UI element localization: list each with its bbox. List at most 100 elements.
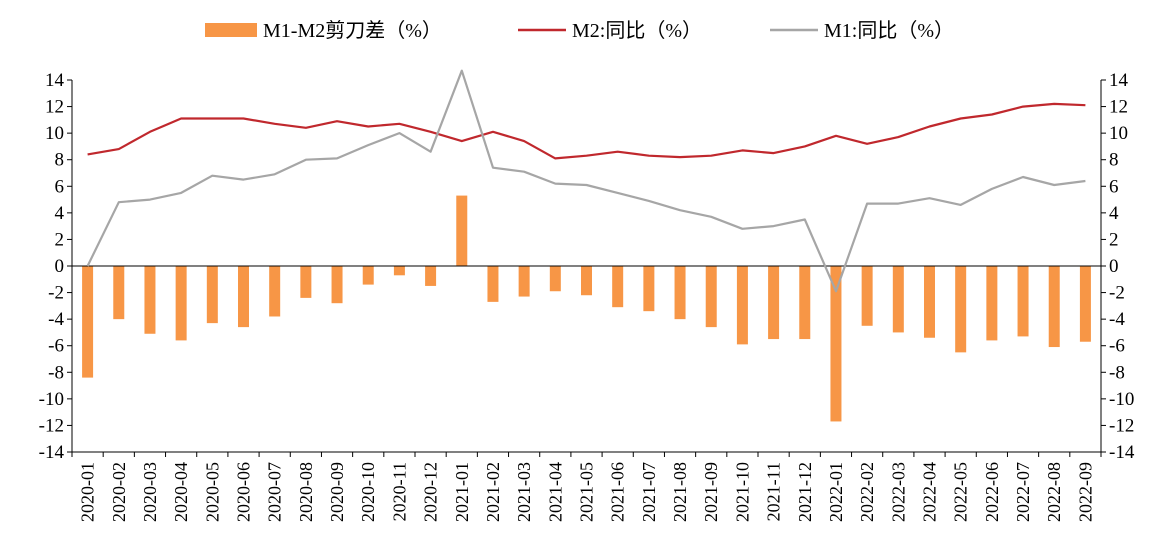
bar-2021-01 xyxy=(456,195,468,266)
y-tick-left-label: 8 xyxy=(55,150,65,171)
y-tick-right-label: 14 xyxy=(1109,70,1129,91)
x-tick-label: 2022-05 xyxy=(951,462,971,522)
x-tick-label: 2022-07 xyxy=(1013,462,1033,522)
bar-2021-09 xyxy=(705,266,717,328)
x-tick-label: 2020-06 xyxy=(234,462,254,522)
legend-label: M2:同比（%） xyxy=(572,19,702,42)
x-tick-label: 2021-08 xyxy=(670,462,690,522)
y-tick-right-label: 0 xyxy=(1109,256,1119,277)
y-tick-left-label: 14 xyxy=(45,70,65,91)
bar-2022-03 xyxy=(892,266,904,333)
legend-item-m1-m2: M1-M2剪刀差（%） xyxy=(205,19,442,42)
bar-2022-07 xyxy=(1017,266,1029,337)
bar-2020-02 xyxy=(113,266,125,320)
x-tick-label: 2021-05 xyxy=(577,462,597,522)
x-tick-label: 2021-10 xyxy=(732,462,752,522)
x-tick-label: 2022-08 xyxy=(1044,462,1064,522)
bar-2020-03 xyxy=(144,266,156,334)
legend-swatch-bar xyxy=(205,23,257,37)
x-tick-label: 2020-02 xyxy=(109,462,129,522)
y-tick-right-label: 8 xyxy=(1109,150,1119,171)
y-tick-right-label: -14 xyxy=(1109,442,1135,463)
x-tick-label: 2020-12 xyxy=(421,462,441,522)
x-tick-label: 2021-06 xyxy=(608,462,628,522)
y-tick-left-label: -4 xyxy=(48,309,64,330)
x-tick-label: 2020-03 xyxy=(140,462,160,522)
bar-2022-02 xyxy=(861,266,873,326)
bar-2021-08 xyxy=(674,266,686,320)
bar-2021-05 xyxy=(581,266,592,296)
bar-2022-01 xyxy=(830,266,842,422)
y-tick-left-label: -2 xyxy=(48,283,64,304)
x-tick-label: 2020-10 xyxy=(358,462,378,522)
bar-2021-11 xyxy=(768,266,780,340)
bar-2021-12 xyxy=(799,266,811,340)
bar-2022-05 xyxy=(955,266,967,353)
y-tick-right-label: -12 xyxy=(1109,415,1134,436)
x-tick-label: 2020-08 xyxy=(296,462,316,522)
x-tick-label: 2020-11 xyxy=(389,462,409,521)
y-tick-left-label: -10 xyxy=(39,389,64,410)
y-tick-left-label: 0 xyxy=(55,256,65,277)
x-tick-label: 2021-11 xyxy=(764,462,784,521)
bar-2021-07 xyxy=(643,266,655,312)
x-tick-label: 2022-02 xyxy=(857,462,877,522)
x-axis-labels: 2020-01 2020-02 2020-03 2020-04 2020-05 2020-… xyxy=(78,462,1096,522)
bar-2020-04 xyxy=(175,266,187,341)
x-tick-label: 2022-06 xyxy=(982,462,1002,522)
x-tick-label: 2020-07 xyxy=(265,462,285,522)
bar-2020-12 xyxy=(425,266,437,286)
x-tick-label: 2020-01 xyxy=(78,462,98,522)
m2-line xyxy=(87,102,1086,160)
bar-2022-06 xyxy=(986,266,998,341)
bar-series xyxy=(82,195,1091,422)
bar-2020-11 xyxy=(393,266,405,276)
x-tick-label: 2021-12 xyxy=(795,462,815,522)
bar-2021-10 xyxy=(736,266,748,345)
x-tick-label: 2020-09 xyxy=(327,462,347,522)
bar-2021-06 xyxy=(612,266,624,308)
y-tick-left-label: -6 xyxy=(48,336,64,357)
y-tick-right-label: 10 xyxy=(1109,123,1128,144)
y-tick-right-label: 4 xyxy=(1109,203,1119,224)
legend-label: M1:同比（%） xyxy=(824,19,954,42)
x-tick-label: 2022-04 xyxy=(920,462,940,522)
x-tick-label: 2020-04 xyxy=(171,462,191,522)
bar-2021-02 xyxy=(487,266,499,302)
legend-item-m2: M2:同比（%） xyxy=(518,19,702,42)
y-tick-left-label: 4 xyxy=(55,203,65,224)
y-tick-right-label: -6 xyxy=(1109,336,1125,357)
y-tick-right-label: 6 xyxy=(1109,176,1119,197)
y-tick-right-label: -4 xyxy=(1109,309,1125,330)
x-tick-label: 2021-07 xyxy=(639,462,659,522)
bar-2022-09 xyxy=(1079,266,1091,342)
legend: M1-M2剪刀差（%） M2:同比（%） M1:同比（%） xyxy=(205,19,954,42)
axes: 14 12 10 8 6 4 2 0 -2 -4 -6 -8 -10 -12 -14 14 12 10 8 6 4 2 0 -… xyxy=(39,70,1135,463)
y-tick-left-label: 2 xyxy=(55,229,65,250)
legend-item-m1: M1:同比（%） xyxy=(770,19,954,42)
x-tick-label: 2021-03 xyxy=(514,462,534,522)
bar-2021-04 xyxy=(549,266,561,292)
y-tick-left-label: -12 xyxy=(39,415,64,436)
bar-2020-08 xyxy=(300,266,312,298)
y-tick-right-label: -10 xyxy=(1109,389,1134,410)
bar-2022-04 xyxy=(924,266,935,338)
bar-2020-05 xyxy=(206,266,218,324)
bar-2020-07 xyxy=(269,266,281,317)
bar-2021-03 xyxy=(518,266,530,297)
bar-2020-06 xyxy=(238,266,249,328)
y-tick-left-label: 12 xyxy=(45,97,64,118)
y-tick-right-label: -2 xyxy=(1109,283,1125,304)
y-tick-left-label: -14 xyxy=(39,442,65,463)
x-tick-label: 2022-09 xyxy=(1075,462,1095,522)
x-tick-label: 2021-04 xyxy=(545,462,565,522)
bar-2020-09 xyxy=(331,266,343,304)
x-tick-label: 2021-09 xyxy=(701,462,721,522)
bar-2022-08 xyxy=(1048,266,1060,348)
y-tick-right-label: -8 xyxy=(1109,362,1125,383)
y-tick-left-label: 6 xyxy=(55,176,65,197)
m1-line xyxy=(86,69,1086,293)
y-tick-left-label: 10 xyxy=(45,123,64,144)
x-tick-label: 2022-01 xyxy=(826,462,846,522)
